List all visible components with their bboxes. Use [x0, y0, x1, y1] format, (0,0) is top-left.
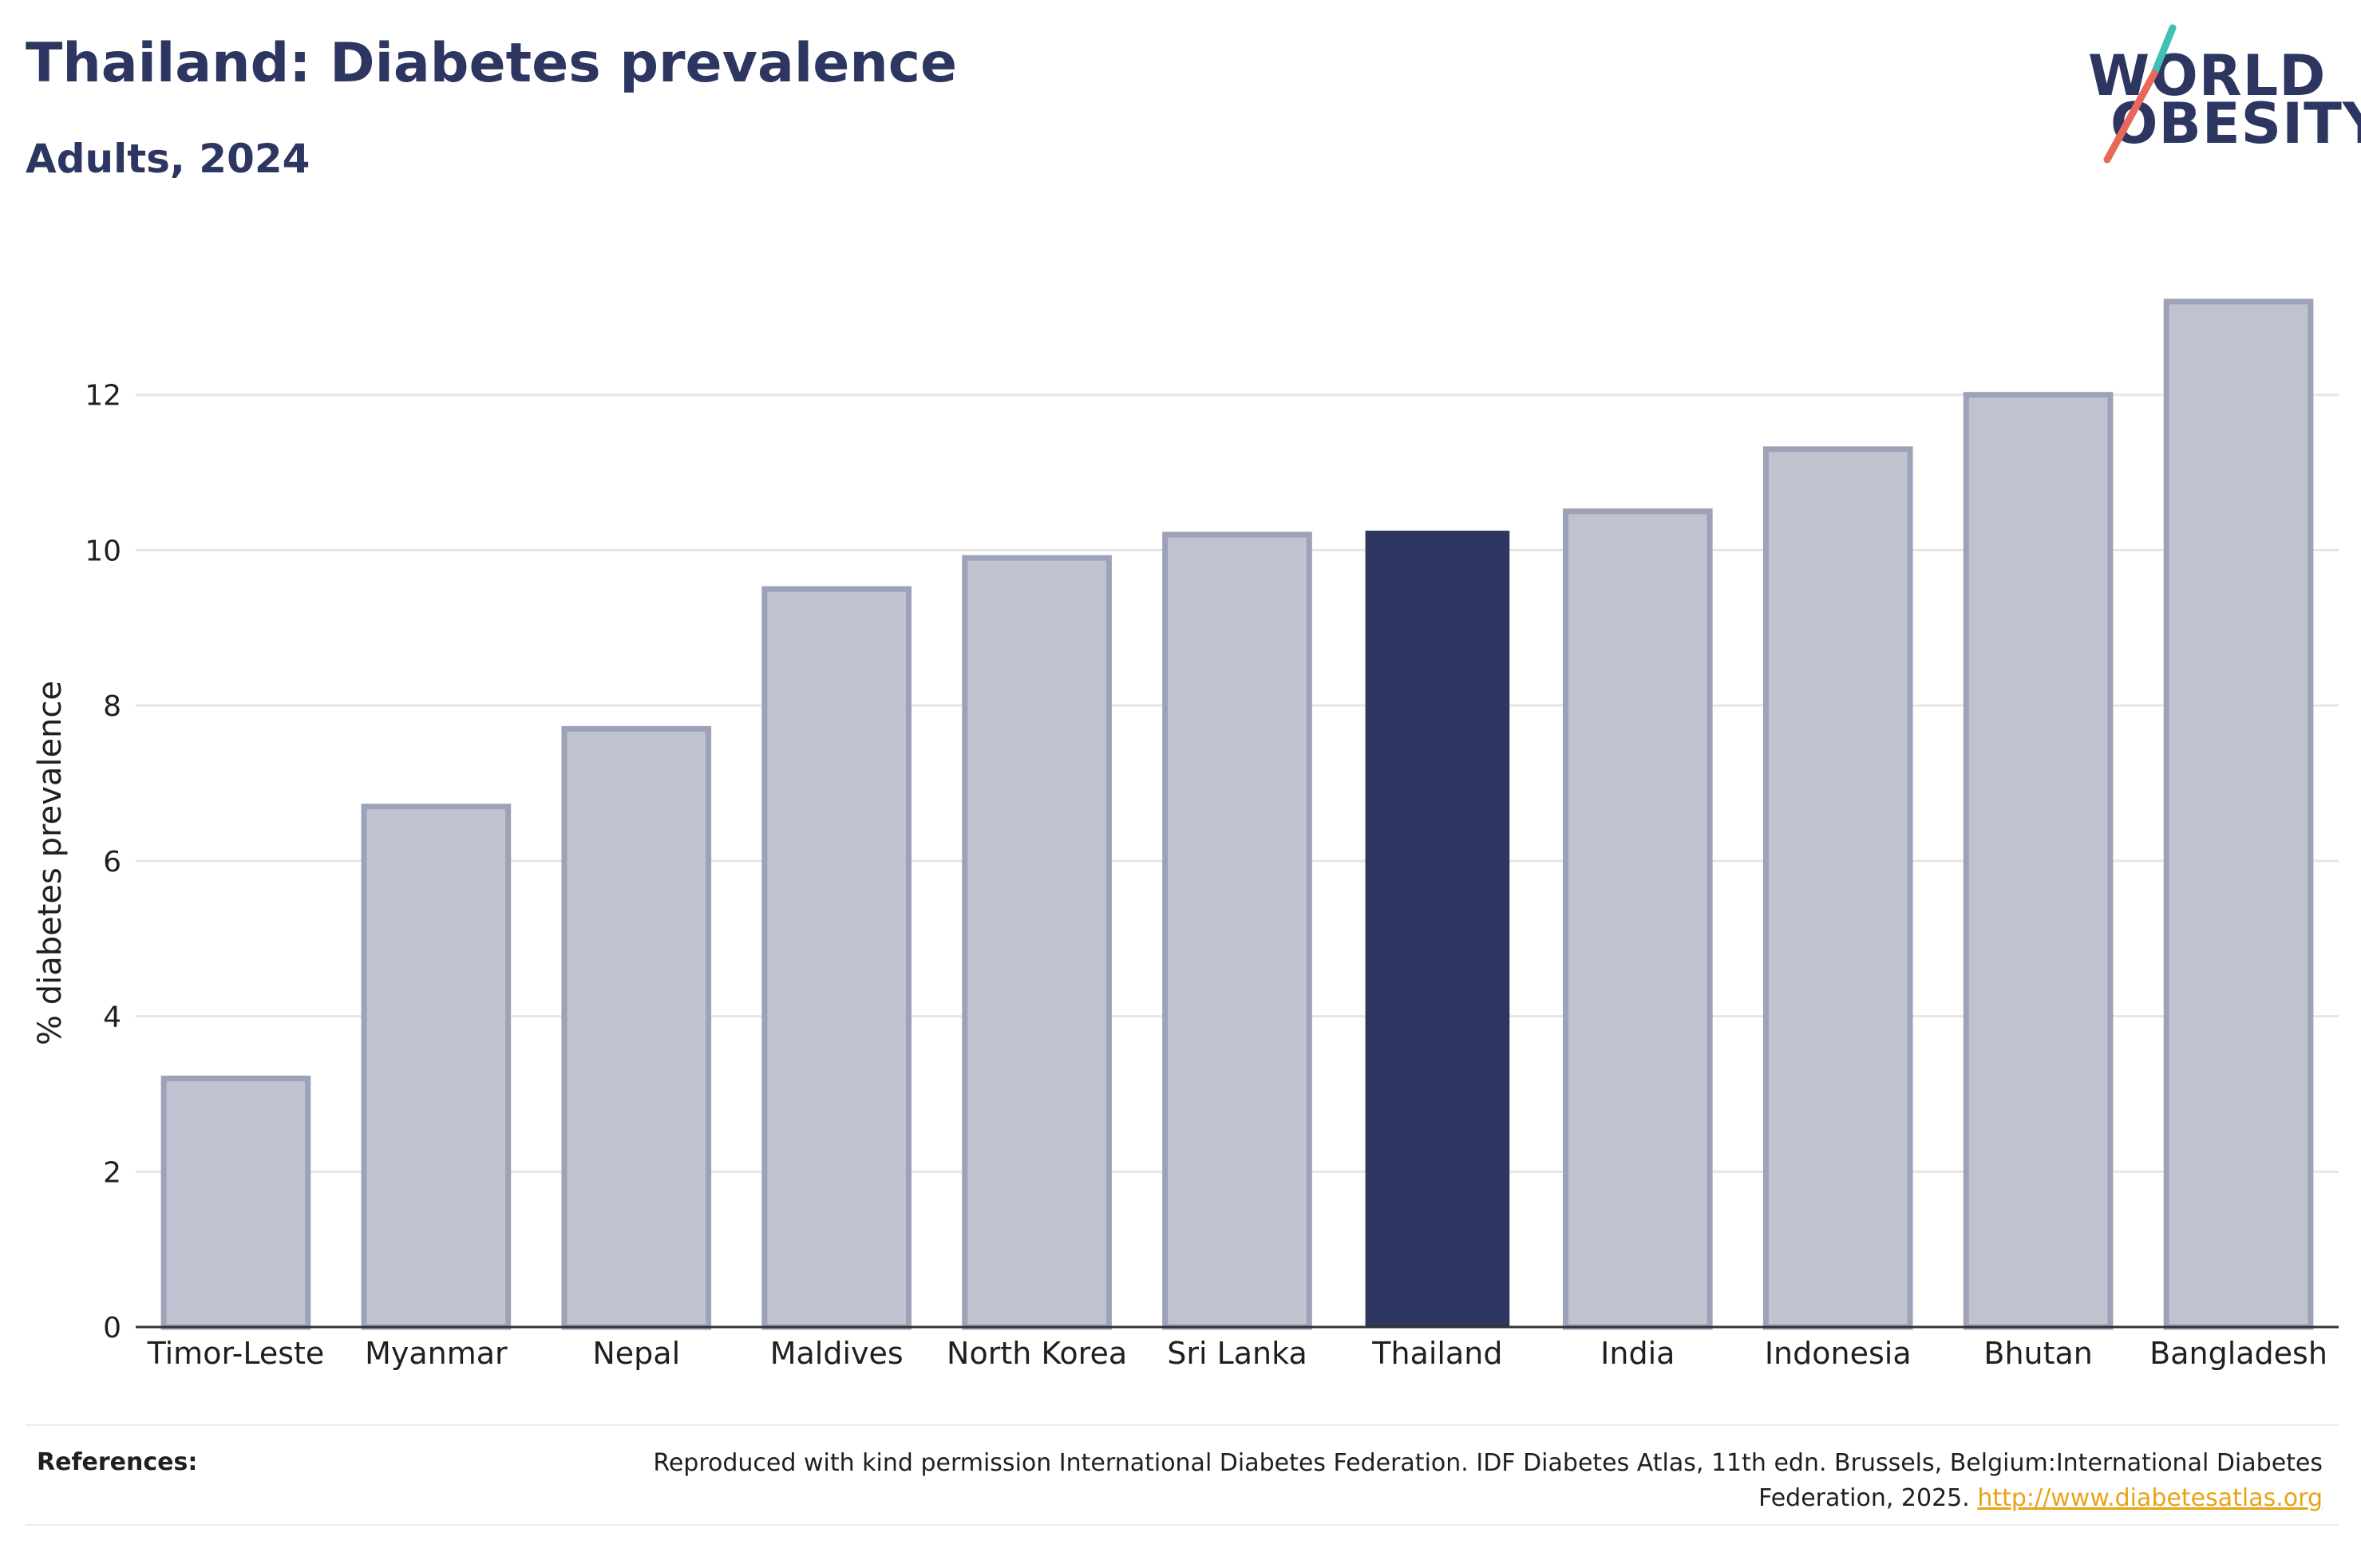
x-tick-label: Maldives [770, 1336, 904, 1371]
logo-line-2: OBESITY [2110, 91, 2361, 156]
bar [2163, 298, 2314, 1330]
y-tick-label: 6 [103, 846, 121, 879]
y-tick-label: 4 [103, 1001, 121, 1034]
logo-slash-coral [2103, 69, 2158, 164]
y-tick-label: 0 [103, 1312, 121, 1345]
x-tick-label: Bangladesh [2149, 1336, 2327, 1371]
logo-line-1: WORLD [2088, 43, 2327, 109]
y-tick-label: 12 [85, 380, 121, 413]
references-text: Reproduced with kind permission Internat… [653, 1449, 2323, 1512]
y-axis-label: % diabetes prevalence [32, 681, 69, 1045]
world-obesity-logo: WORLD OBESITY [2075, 24, 2361, 168]
x-tick-label: Thailand [1371, 1336, 1502, 1371]
x-tick-label: Myanmar [365, 1336, 508, 1371]
bar [1562, 508, 1713, 1330]
bar [962, 555, 1112, 1330]
x-tick-label: Bhutan [1983, 1336, 2093, 1371]
references-label: References: [37, 1448, 198, 1476]
x-tick-label: Sri Lanka [1167, 1336, 1307, 1371]
y-tick-label: 8 [103, 690, 121, 723]
bar-highlighted [1365, 531, 1510, 1327]
bar [160, 1075, 311, 1330]
x-tick-label: Timor-Leste [147, 1336, 325, 1371]
references-top-divider [26, 1424, 2339, 1426]
bar [761, 586, 912, 1330]
page-subtitle: Adults, 2024 [26, 136, 310, 182]
x-tick-label: India [1600, 1336, 1675, 1371]
logo-slash-icon [2103, 24, 2177, 164]
y-tick-label: 2 [103, 1156, 121, 1189]
bar [1162, 531, 1312, 1330]
x-tick-label: North Korea [947, 1336, 1127, 1371]
logo-slash-teal [2150, 24, 2177, 77]
bar [1963, 392, 2114, 1330]
y-tick-label: 10 [85, 535, 121, 567]
references-text-block: Reproduced with kind permission Internat… [647, 1446, 2323, 1516]
page-title: Thailand: Diabetes prevalence [26, 32, 958, 95]
bar-chart: 0 2 4 6 8 10 12 Timor-Leste Myanmar Nepal Maldives… [32, 298, 2339, 1371]
bar [1762, 446, 1913, 1330]
x-tick-label: Nepal [592, 1336, 680, 1371]
bar [361, 804, 512, 1330]
x-tick-label: Indonesia [1765, 1336, 1912, 1371]
bar [561, 725, 712, 1330]
references-link[interactable]: http://www.diabetesatlas.org [1977, 1484, 2323, 1512]
references-bottom-divider [26, 1524, 2339, 1526]
